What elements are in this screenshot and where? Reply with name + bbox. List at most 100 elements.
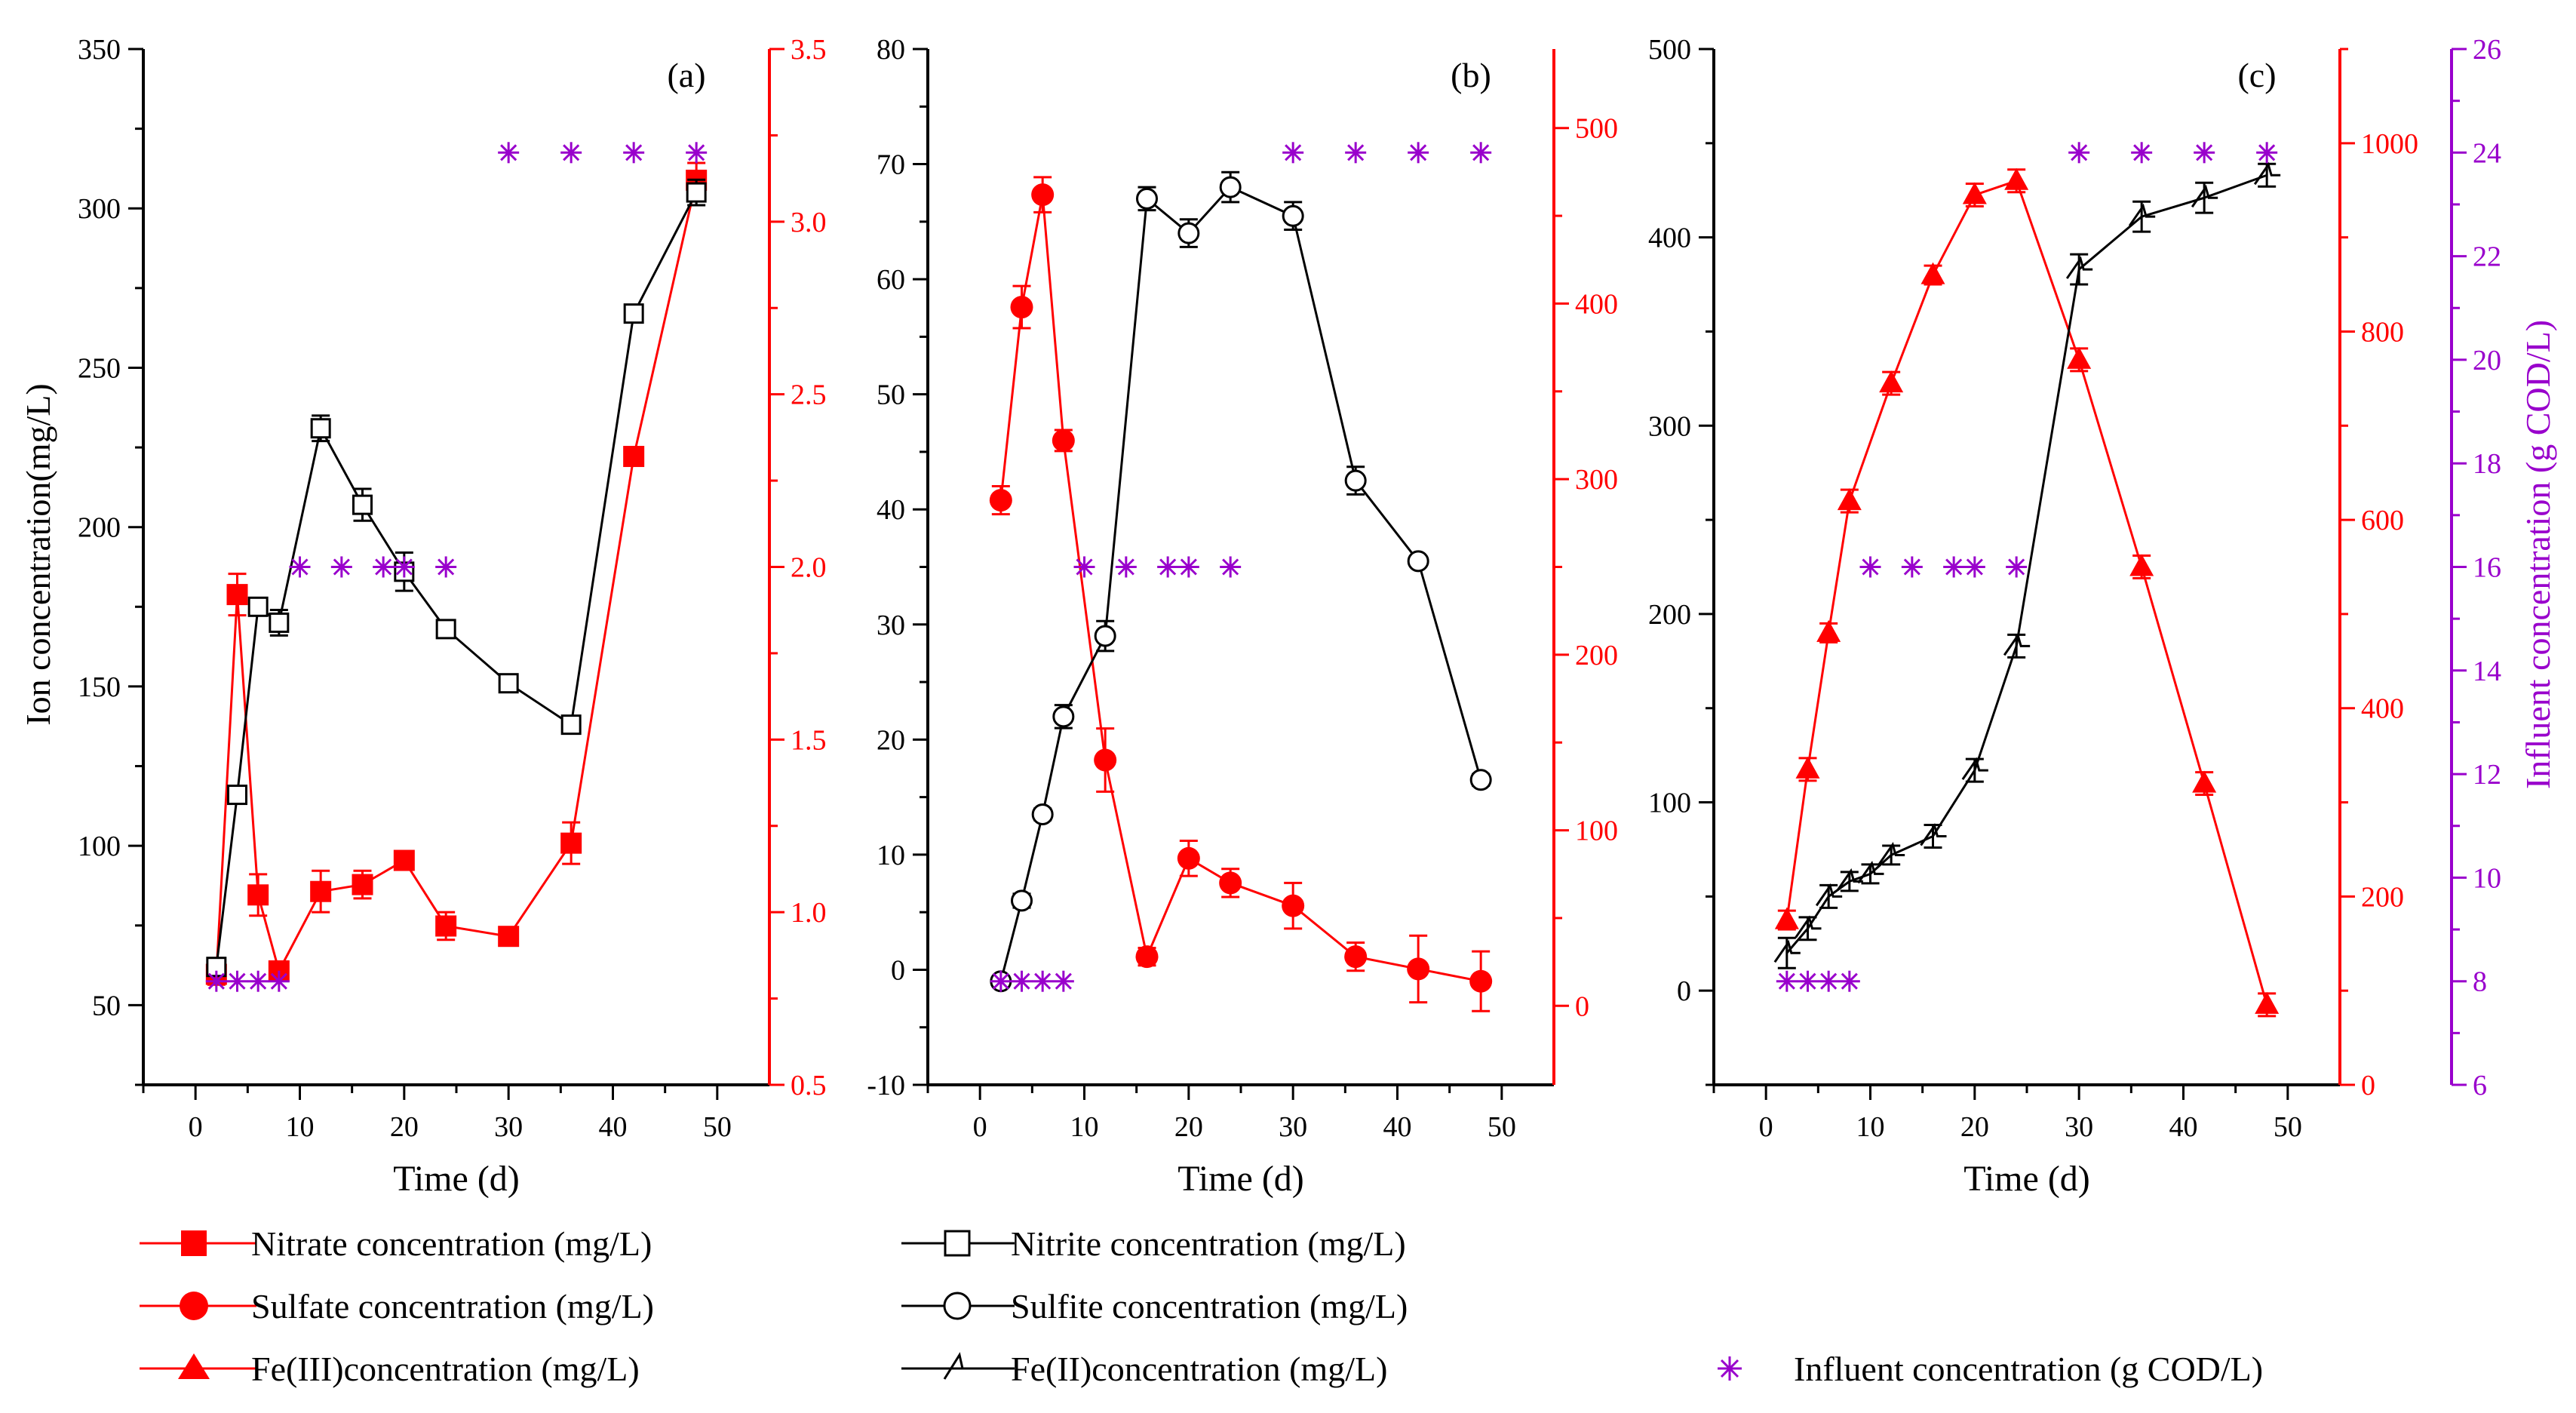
legend-label-sulfite: Sulfite concentration (mg/L)	[1011, 1287, 1408, 1325]
panel-a-data-point-stroke	[333, 558, 350, 576]
panel-c-x-axis-label: Time (d)	[1963, 1159, 2090, 1199]
panel-c-label: (c)	[2237, 56, 2276, 94]
panel-c-data-point	[2006, 556, 2028, 578]
panel-a-data-point-stroke	[395, 558, 413, 576]
panel-a-left-tick-label: 100	[78, 831, 121, 862]
legend-marker-sulfite	[943, 1292, 972, 1320]
panel-a-x-tick-label: 40	[599, 1111, 628, 1143]
panel-c-data-point	[1773, 939, 1801, 963]
panel-c-data-point	[1963, 556, 1985, 578]
legend-label-nitrite: Nitrite concentration (mg/L)	[1011, 1224, 1406, 1263]
panel-b-data-point	[1219, 871, 1242, 895]
panel-a-data-point-stroke	[438, 558, 455, 576]
panel-c-right-tick-label: 600	[2361, 505, 2404, 536]
panel-a-data-point	[560, 714, 582, 736]
panel-c-data-point	[2003, 632, 2031, 656]
panel-b-data-point	[1157, 556, 1179, 578]
legend-item-sulfite: Sulfite concentration (mg/L)	[901, 1287, 1408, 1325]
panel-a-data-point	[498, 926, 520, 948]
panel-a-x-tick-label: 30	[494, 1111, 523, 1143]
panel-b-right-tick-label: 400	[1575, 288, 1618, 320]
panel-b-data-point	[1052, 970, 1074, 992]
panel-a-data-point	[226, 970, 248, 992]
legend-marker-fe2	[943, 1352, 978, 1380]
panel-c-data-point	[1795, 915, 1822, 938]
panel-c-data-point-stroke	[2008, 558, 2025, 576]
panel-b-data-point-stroke	[1347, 144, 1365, 161]
panel-c-data-point-stroke	[1862, 558, 1879, 576]
panel-a-data-point-stroke	[291, 558, 309, 576]
panel-a-data-point	[393, 556, 415, 578]
panel-a-x-tick-label: 0	[189, 1111, 203, 1143]
panel-c-data-point	[2068, 142, 2090, 164]
legend-marker-nitrite	[944, 1230, 971, 1257]
panel-a-data-point	[227, 785, 247, 806]
panel-c-x-tick-label: 50	[2274, 1111, 2302, 1143]
panel-a-data-point	[226, 584, 248, 606]
panel-c-data-point	[1859, 556, 1881, 578]
legend-marker-influent	[1718, 1356, 1742, 1381]
legend: Nitrate concentration (mg/L) Sulfate con…	[140, 1224, 2263, 1388]
panel-a-data-point	[435, 619, 456, 640]
panel-a-right-tick-label: 3.0	[791, 207, 827, 238]
y-axis-label-influent: Influent concentration (g COD/L)	[2519, 320, 2557, 789]
panel-b-data-point-stroke	[1410, 144, 1427, 161]
panel-c-x-tick-label: 0	[1759, 1111, 1773, 1143]
influent-tick-label: 6	[2473, 1070, 2487, 1101]
panel-c-data-point	[2129, 554, 2154, 576]
panel-c-series-2	[1776, 142, 2278, 992]
panel-a-series-line	[215, 192, 698, 967]
panel-a-data-point	[352, 874, 373, 895]
panel-c-data-point	[1920, 262, 1945, 284]
panel-a-right-tick-label: 0.5	[791, 1070, 827, 1101]
panel-b-label: (b)	[1451, 56, 1491, 94]
panel-b-data-point	[1219, 176, 1242, 198]
panel-b-data-point	[1177, 222, 1200, 244]
panel-a-data-point-stroke	[625, 144, 643, 161]
panel-a-data-point	[289, 556, 311, 578]
legend-label-nitrate: Nitrate concentration (mg/L)	[251, 1224, 652, 1263]
panel-a-data-point	[310, 418, 331, 439]
influent-tick-label: 14	[2473, 656, 2501, 687]
panel-c-data-point	[1838, 970, 1860, 992]
panel-b-right-tick-label: 100	[1575, 816, 1618, 847]
panel-a-label: (a)	[667, 56, 705, 94]
panel-b-data-point	[1136, 187, 1158, 210]
panel-b-right-tick-label: 300	[1575, 464, 1618, 496]
legend-item-sulfate: Sulfate concentration (mg/L)	[140, 1287, 654, 1325]
panel-a-data-point	[498, 142, 520, 164]
panel-a-right-tick-label: 1.0	[791, 897, 827, 929]
panel-b-x-tick-label: 20	[1174, 1111, 1203, 1143]
panel-b-data-point	[1344, 945, 1368, 969]
panel-b-data-point-stroke	[1159, 558, 1177, 576]
panel-a-data-point	[352, 494, 373, 515]
panel-a-data-point	[373, 556, 395, 578]
panel-b-data-point	[1011, 889, 1033, 912]
panel-c-data-point-stroke	[1778, 972, 1795, 990]
panel-a: 0 10 20 30 40 50 Time (d) 50 100 150 200 250 300 350 0…	[78, 34, 827, 1199]
panel-a-left-tick-label: 150	[78, 671, 121, 703]
panel-b-series-line	[999, 194, 1481, 983]
panel-b-series-1	[990, 170, 1492, 993]
panel-b-left-tick-label: 40	[877, 494, 905, 526]
panel-b-data-point	[1052, 705, 1075, 728]
panel-c-data-point	[2128, 203, 2156, 227]
panel-a-left-tick-label: 350	[78, 34, 121, 66]
panel-b-data-point-stroke	[1180, 558, 1197, 576]
influent-tick-label: 26	[2473, 34, 2501, 66]
panel-b-data-point-stroke	[1013, 972, 1030, 990]
panel-b-data-point	[1220, 556, 1242, 578]
legend-label-sulfate: Sulfate concentration (mg/L)	[251, 1287, 654, 1325]
panel-b-x-axis-label: Time (d)	[1177, 1159, 1304, 1199]
panel-b-data-point	[989, 489, 1012, 512]
panel-a-right-tick-label: 3.5	[791, 34, 827, 66]
panel-a-x-axis-label: Time (d)	[393, 1159, 520, 1199]
panel-c-left-tick-label: 200	[1648, 599, 1691, 631]
panel-a-data-point	[310, 880, 332, 902]
legend-item-nitrite: Nitrite concentration (mg/L)	[901, 1224, 1406, 1263]
panel-c-data-point-stroke	[2196, 144, 2213, 161]
panel-b-data-point	[1032, 970, 1054, 992]
panel-c-data-point	[1837, 488, 1862, 511]
panel-c-data-point	[1943, 556, 1965, 578]
